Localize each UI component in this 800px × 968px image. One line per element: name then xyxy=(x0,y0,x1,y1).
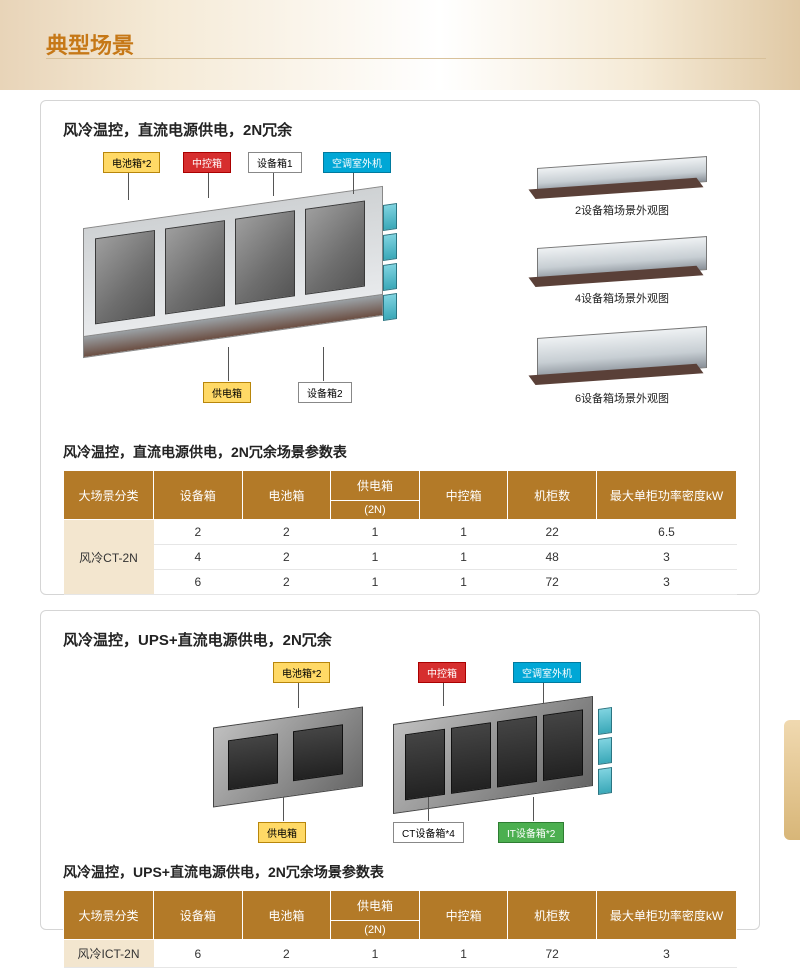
th: 机柜数 xyxy=(508,891,597,940)
th: 设备箱 xyxy=(154,471,243,520)
th: 电池箱 xyxy=(242,471,331,520)
exterior-4 xyxy=(537,236,707,282)
tag-ctequip: CT设备箱*4 xyxy=(393,822,464,843)
td: 72 xyxy=(508,570,597,595)
th-sub: (2N) xyxy=(331,921,420,940)
td: 2 xyxy=(242,940,331,968)
tag-itequip: IT设备箱*2 xyxy=(498,822,564,843)
th: 大场景分类 xyxy=(64,471,154,520)
table-row: 风冷CT-2N 2 2 1 1 22 6.5 xyxy=(64,520,737,545)
td: 2 xyxy=(154,520,243,545)
td: 6.5 xyxy=(597,520,737,545)
td: 3 xyxy=(597,570,737,595)
tag-ac: 空调室外机 xyxy=(323,152,391,173)
iso-left xyxy=(213,706,363,817)
table1-title: 风冷温控，直流电源供电，2N冗余场景参数表 xyxy=(63,442,737,462)
section1-title: 风冷温控，直流电源供电，2N冗余 xyxy=(63,119,737,140)
exterior-4-label: 4设备箱场景外观图 xyxy=(537,290,707,306)
td: 1 xyxy=(331,545,420,570)
td: 6 xyxy=(154,570,243,595)
table-row: 4 2 1 1 48 3 xyxy=(64,545,737,570)
table2-title: 风冷温控，UPS+直流电源供电，2N冗余场景参数表 xyxy=(63,862,737,882)
leader xyxy=(228,347,229,381)
th: 最大单柜功率密度kW xyxy=(597,471,737,520)
iso-right xyxy=(393,696,593,824)
panel-scenario-1: 风冷温控，直流电源供电，2N冗余 电池箱*2 中控箱 设备箱1 空调室外机 供电… xyxy=(40,100,760,595)
diagram-2: 电池箱*2 中控箱 空调室外机 供电箱 CT设备箱*4 IT设备箱*2 xyxy=(63,662,737,852)
th: 中控箱 xyxy=(419,471,508,520)
tag-battery2: 电池箱*2 xyxy=(273,662,330,683)
td: 2 xyxy=(242,520,331,545)
td: 3 xyxy=(597,545,737,570)
td: 6 xyxy=(154,940,243,968)
leader xyxy=(533,797,534,821)
tag-control: 中控箱 xyxy=(183,152,231,173)
tag-control2: 中控箱 xyxy=(418,662,466,683)
th: 中控箱 xyxy=(419,891,508,940)
ac-unit xyxy=(598,737,612,765)
ac-unit xyxy=(598,707,612,735)
td: 72 xyxy=(508,940,597,968)
exterior-2-label: 2设备箱场景外观图 xyxy=(537,202,707,218)
th: 机柜数 xyxy=(508,471,597,520)
panel-scenario-2: 风冷温控，UPS+直流电源供电，2N冗余 电池箱*2 中控箱 空调室外机 供电箱… xyxy=(40,610,760,930)
section2-title: 风冷温控，UPS+直流电源供电，2N冗余 xyxy=(63,629,737,650)
td: 2 xyxy=(242,545,331,570)
td: 3 xyxy=(597,940,737,968)
td-cat: 风冷ICT-2N xyxy=(64,940,154,968)
ac-unit xyxy=(383,233,397,261)
table-row: 6 2 1 1 72 3 xyxy=(64,570,737,595)
exterior-6-label: 6设备箱场景外观图 xyxy=(537,390,707,406)
tag-ac2: 空调室外机 xyxy=(513,662,581,683)
ac-unit xyxy=(383,263,397,291)
th: 设备箱 xyxy=(154,891,243,940)
ac-unit xyxy=(598,767,612,795)
td: 2 xyxy=(242,570,331,595)
tag-equip2: 设备箱2 xyxy=(298,382,352,403)
tag-equip1: 设备箱1 xyxy=(248,152,302,173)
leader xyxy=(283,797,284,821)
td: 1 xyxy=(331,520,420,545)
td: 22 xyxy=(508,520,597,545)
tag-power: 供电箱 xyxy=(203,382,251,403)
leader xyxy=(428,797,429,821)
leader xyxy=(323,347,324,381)
th: 供电箱 xyxy=(331,891,420,921)
td: 4 xyxy=(154,545,243,570)
ac-unit xyxy=(383,203,397,231)
tag-battery: 电池箱*2 xyxy=(103,152,160,173)
th: 最大单柜功率密度kW xyxy=(597,891,737,940)
diagram-1: 电池箱*2 中控箱 设备箱1 空调室外机 供电箱 设备箱2 2设备箱场景外观图 xyxy=(63,152,737,432)
td: 1 xyxy=(419,940,508,968)
tag-power2: 供电箱 xyxy=(258,822,306,843)
exterior-2 xyxy=(537,156,707,194)
td-cat: 风冷CT-2N xyxy=(64,520,154,595)
side-tab xyxy=(784,720,800,840)
iso-container xyxy=(83,186,383,398)
table2: 大场景分类 设备箱 电池箱 供电箱 中控箱 机柜数 最大单柜功率密度kW (2N… xyxy=(63,890,737,968)
th: 大场景分类 xyxy=(64,891,154,940)
td: 1 xyxy=(419,520,508,545)
ac-unit xyxy=(383,293,397,321)
table-row: 风冷ICT-2N 6 2 1 1 72 3 xyxy=(64,940,737,968)
td: 1 xyxy=(419,545,508,570)
exterior-6 xyxy=(537,326,707,380)
td: 1 xyxy=(331,940,420,968)
table1: 大场景分类 设备箱 电池箱 供电箱 中控箱 机柜数 最大单柜功率密度kW (2N… xyxy=(63,470,737,595)
page-title: 典型场景 xyxy=(46,28,134,60)
td: 1 xyxy=(331,570,420,595)
th: 电池箱 xyxy=(242,891,331,940)
th: 供电箱 xyxy=(331,471,420,501)
th-sub: (2N) xyxy=(331,501,420,520)
td: 48 xyxy=(508,545,597,570)
td: 1 xyxy=(419,570,508,595)
title-underline xyxy=(46,58,766,59)
